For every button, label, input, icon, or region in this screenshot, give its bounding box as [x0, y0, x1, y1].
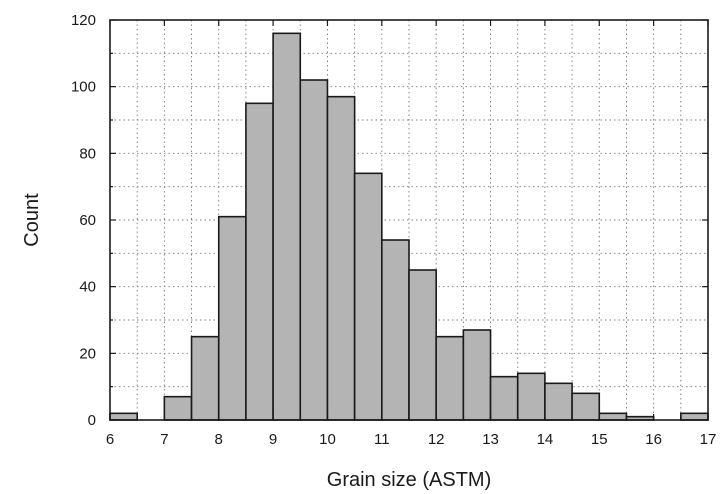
y-tick-label: 60 [79, 212, 96, 229]
histogram-bar [680, 412, 709, 421]
x-tick-label: 12 [428, 431, 445, 448]
histogram-bar [245, 102, 274, 421]
y-tick-label: 20 [79, 345, 96, 362]
histogram-bar [190, 335, 220, 421]
bars-group [109, 32, 709, 421]
x-tick-labels: 6 7 8 9 10 11 12 13 14 15 16 17 [106, 431, 717, 448]
y-tick-label: 80 [79, 145, 96, 162]
x-tick-label: 10 [319, 431, 336, 448]
y-tick-label: 120 [71, 12, 96, 29]
y-tick-label: 40 [79, 279, 96, 296]
histogram-bar [381, 239, 410, 421]
histogram-bar [408, 269, 437, 421]
histogram-bar [571, 392, 601, 421]
y-tick-labels: 0 20 40 60 80 100 120 [71, 12, 96, 429]
x-tick-label: 8 [215, 431, 223, 448]
histogram-bar [326, 95, 356, 421]
x-axis-title: Grain size (ASTM) [327, 469, 491, 491]
y-tick-label: 100 [71, 79, 96, 96]
histogram-bar [544, 382, 573, 421]
x-tick-label: 9 [269, 431, 277, 448]
x-tick-label: 13 [482, 431, 499, 448]
x-tick-label: 14 [537, 431, 554, 448]
histogram-bar [109, 412, 138, 421]
histogram-bar [353, 172, 383, 421]
histogram-bar [516, 372, 546, 421]
x-tick-label: 6 [106, 431, 114, 448]
x-tick-label: 16 [645, 431, 662, 448]
histogram-bar [462, 329, 492, 421]
histogram-bar [163, 395, 193, 421]
histogram-bar [598, 412, 628, 421]
y-axis-title: Count [21, 193, 43, 247]
x-tick-label: 11 [374, 431, 390, 448]
histogram-bar [435, 335, 465, 421]
histogram-bar [272, 32, 302, 421]
x-tick-label: 17 [700, 431, 717, 448]
x-tick-label: 7 [160, 431, 168, 448]
x-tick-label: 15 [591, 431, 608, 448]
histogram-bar [217, 215, 247, 421]
axis-ticks [109, 19, 709, 421]
y-tick-label: 0 [88, 412, 96, 429]
histogram-bar [489, 375, 519, 421]
histogram-bar [299, 79, 329, 421]
